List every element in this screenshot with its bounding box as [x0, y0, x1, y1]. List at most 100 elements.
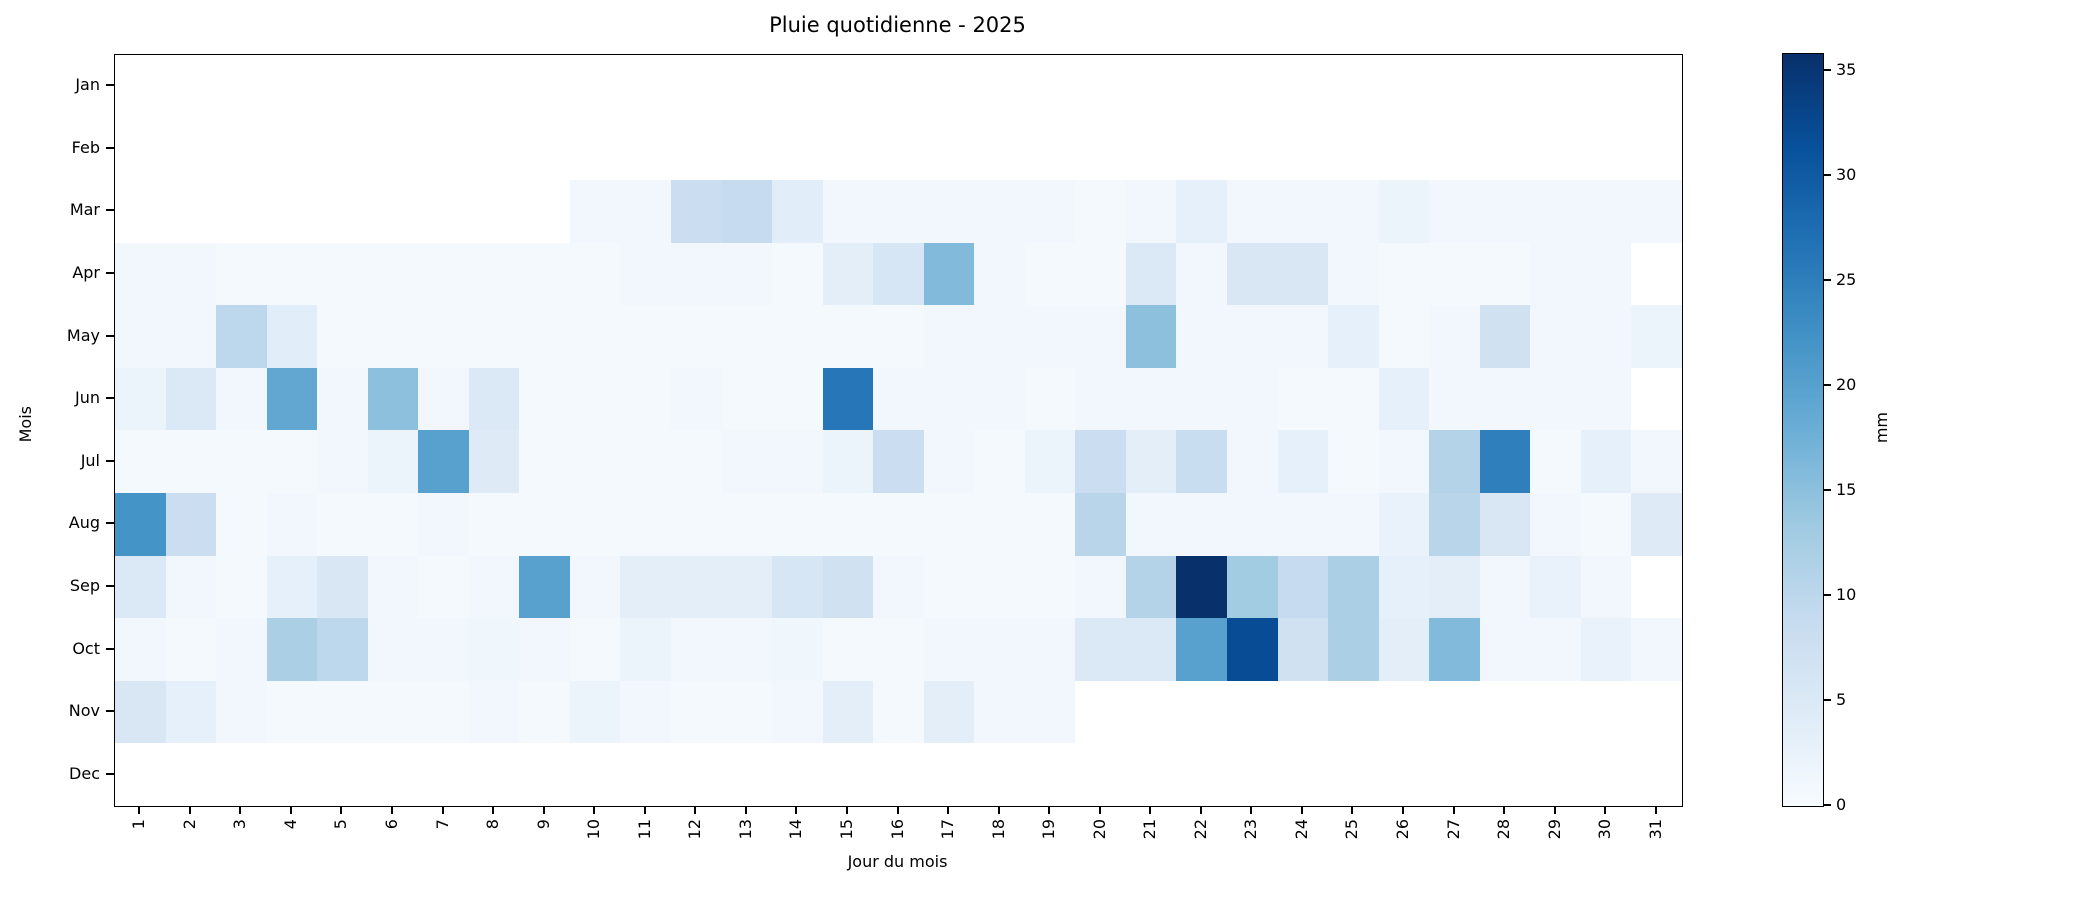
tick-mark	[1452, 806, 1455, 814]
heatmap-cell	[216, 242, 267, 306]
tick-mark	[1300, 806, 1303, 814]
tick-mark	[1823, 173, 1831, 176]
tick-mark	[795, 806, 798, 814]
heatmap-cell	[216, 305, 267, 368]
heatmap-cell	[569, 743, 621, 806]
heatmap-cell	[822, 618, 874, 681]
heatmap-cell	[974, 680, 1025, 744]
heatmap-cell	[1530, 430, 1581, 494]
heatmap-cell	[1631, 430, 1682, 494]
heatmap-cell	[266, 367, 318, 431]
heatmap-cell	[671, 117, 722, 181]
heatmap-cell	[1277, 743, 1329, 806]
heatmap-cell	[418, 117, 469, 181]
heatmap-cell	[216, 743, 267, 806]
heatmap-cell	[317, 430, 368, 494]
x-tick-label: 9	[533, 819, 553, 830]
heatmap-cell	[216, 555, 267, 619]
heatmap-cell	[822, 430, 874, 494]
tick-mark	[1199, 806, 1202, 814]
heatmap-cell	[367, 242, 419, 306]
heatmap-cell	[1328, 555, 1379, 619]
heatmap-cell	[1176, 180, 1228, 243]
tick-mark	[1823, 593, 1831, 596]
heatmap-cell	[1125, 493, 1177, 556]
heatmap-cell	[873, 55, 924, 118]
heatmap-cell	[1277, 242, 1329, 306]
heatmap-cell	[1429, 55, 1480, 118]
heatmap-cell	[1580, 242, 1632, 306]
heatmap-cell	[772, 242, 823, 306]
tick-mark	[1351, 806, 1354, 814]
heatmap-cell	[266, 180, 318, 243]
heatmap-cell	[772, 180, 823, 243]
heatmap-cell	[772, 430, 823, 494]
tick-mark	[1503, 806, 1506, 814]
heatmap-cell	[1075, 555, 1126, 619]
y-tick-label: Apr	[72, 263, 100, 283]
tick-mark	[1823, 804, 1831, 806]
tick-mark	[106, 522, 114, 525]
heatmap-cell	[1277, 493, 1329, 556]
heatmap-cell	[1328, 618, 1379, 681]
x-tick-label: 1	[129, 819, 149, 830]
heatmap-cell	[923, 55, 975, 118]
heatmap-cell	[418, 180, 469, 243]
heatmap-row-jun	[115, 367, 1682, 431]
x-tick-label: 29	[1544, 819, 1564, 840]
tick-mark	[542, 806, 545, 814]
colorbar-tick-label: 5	[1836, 689, 1847, 709]
tick-mark	[106, 584, 114, 587]
heatmap-cell	[1429, 305, 1480, 368]
tick-mark	[188, 806, 191, 814]
heatmap-cell	[1075, 242, 1126, 306]
heatmap-cell	[721, 180, 773, 243]
heatmap-cell	[1075, 618, 1126, 681]
heatmap-cell	[620, 55, 672, 118]
heatmap-cell	[1024, 367, 1076, 431]
heatmap-cell	[1530, 618, 1581, 681]
heatmap-cell	[1125, 680, 1177, 744]
heatmap-cell	[468, 618, 520, 681]
heatmap-cell	[1479, 555, 1531, 619]
heatmap-cell	[671, 743, 722, 806]
heatmap-row-jan	[115, 55, 1682, 118]
heatmap-cell	[418, 618, 469, 681]
heatmap-cell	[1227, 618, 1278, 681]
heatmap-cell	[671, 242, 722, 306]
tick-mark	[106, 334, 114, 337]
heatmap-cell	[317, 55, 368, 118]
heatmap-cell	[620, 367, 672, 431]
heatmap-cell	[367, 493, 419, 556]
heatmap-cell	[1125, 430, 1177, 494]
heatmap-cell	[569, 180, 621, 243]
tick-mark	[1250, 806, 1253, 814]
heatmap-cell	[974, 242, 1025, 306]
heatmap-cell	[1024, 618, 1076, 681]
x-tick-label: 7	[432, 819, 452, 830]
heatmap-cell	[569, 55, 621, 118]
heatmap-cell	[923, 618, 975, 681]
heatmap-cell	[1631, 680, 1682, 744]
heatmap-cell	[822, 555, 874, 619]
heatmap-cell	[468, 305, 520, 368]
heatmap-cell	[519, 367, 570, 431]
heatmap-cell	[1631, 117, 1682, 181]
heatmap-cell	[620, 430, 672, 494]
heatmap-cell	[620, 242, 672, 306]
heatmap-cell	[822, 367, 874, 431]
heatmap-cell	[317, 493, 368, 556]
x-tick-label: 23	[1241, 819, 1261, 840]
heatmap-cell	[165, 367, 217, 431]
heatmap-cell	[1176, 555, 1228, 619]
heatmap-cell	[1176, 430, 1228, 494]
heatmap-cell	[367, 555, 419, 619]
tick-mark	[593, 806, 596, 814]
heatmap-cell	[165, 618, 217, 681]
heatmap-cell	[1530, 117, 1581, 181]
heatmap-cell	[772, 555, 823, 619]
x-tick-label: 28	[1494, 819, 1514, 840]
heatmap-cell	[1378, 242, 1430, 306]
heatmap-cell	[923, 367, 975, 431]
x-tick-label: 3	[230, 819, 250, 830]
